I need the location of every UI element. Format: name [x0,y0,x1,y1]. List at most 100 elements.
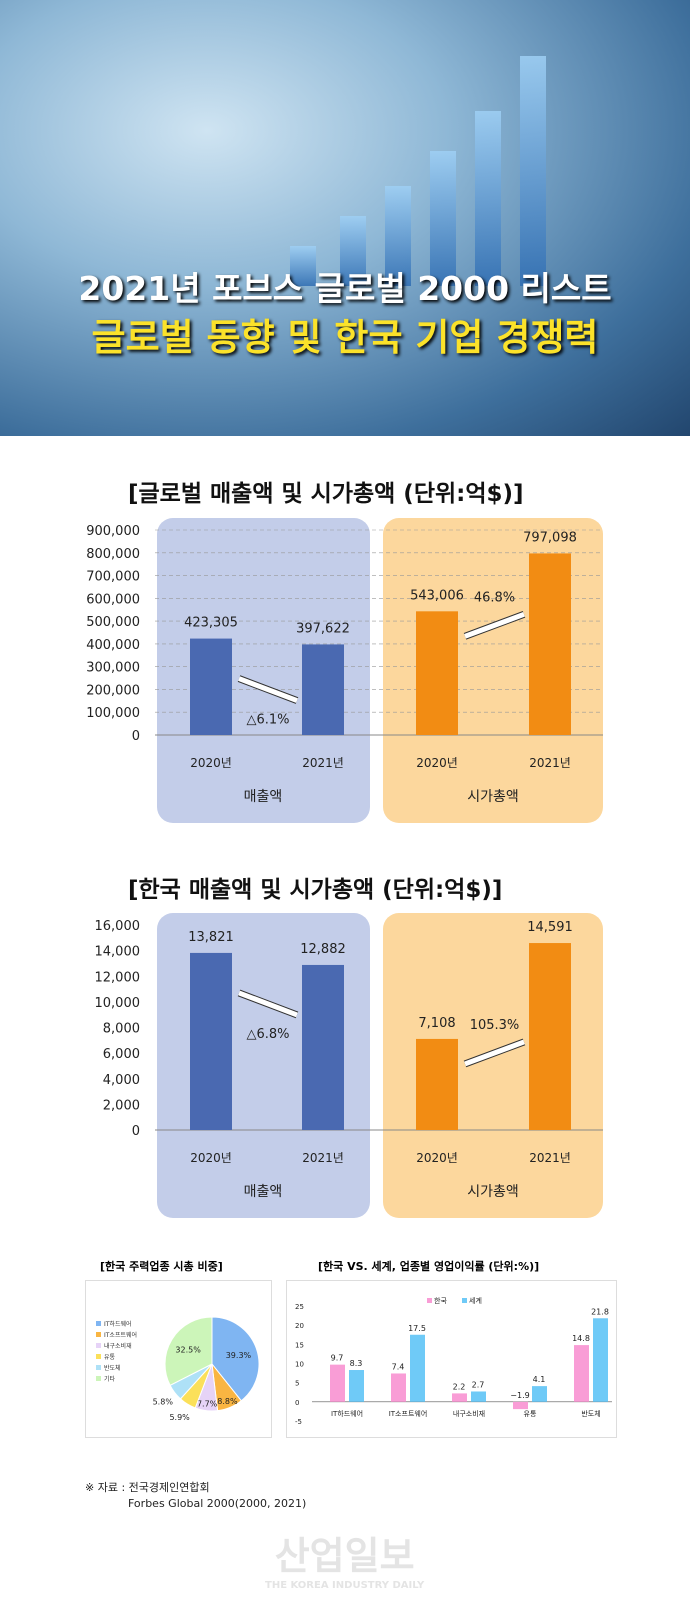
pie-value-label: 39.3% [226,1351,252,1360]
hero-subtitle: 글로벌 동향 및 한국 기업 경쟁력 [91,316,599,359]
x-tick-label: 2021년 [302,1151,344,1165]
legend-swatch [96,1365,101,1370]
y-tick-label: 0 [132,1124,140,1139]
y-tick-label: 15 [295,1341,304,1349]
bar-value-label: 14.8 [572,1334,590,1343]
y-tick-label: 8,000 [103,1022,140,1037]
legend-swatch [96,1376,101,1381]
bar [416,611,458,735]
bar-value-label: 397,622 [296,621,350,636]
bar-value-label: −1.9 [510,1391,529,1400]
x-tick-label: 내구소비재 [453,1409,485,1418]
group-label: 매출액 [244,789,283,805]
bar [452,1393,467,1402]
group-label: 매출액 [244,1184,283,1200]
group-label: 시가총액 [467,1184,519,1200]
legend-swatch [462,1298,467,1303]
source-line2: Forbes Global 2000(2000, 2021) [128,1497,307,1510]
y-tick-label: -5 [295,1418,302,1426]
pie-value-label: 32.5% [175,1345,201,1354]
source-note: ※ 자료 : 전국경제인연합회 Forbes Global 2000(2000,… [85,1480,306,1512]
hero-title: 2021년 포브스 글로벌 2000 리스트 [78,269,612,308]
change-arrow-fill [238,676,298,703]
watermark-sub: THE KOREA INDUSTRY DAILY [265,1580,425,1591]
bar [513,1401,528,1410]
y-tick-label: 800,000 [86,547,140,562]
bar [593,1318,608,1402]
y-tick-label: 6,000 [103,1047,140,1062]
chart1-title: [글로벌 매출액 및 시가총액 (단위:억$)] [128,481,524,507]
bar-value-label: 21.8 [591,1307,609,1316]
change-annotation: △6.8% [246,1027,289,1042]
legend-swatch [96,1354,101,1359]
bar-value-label: 8.3 [350,1359,363,1368]
bar [529,943,571,1130]
change-arrow-fill [464,1039,525,1067]
y-tick-label: 10,000 [95,996,141,1011]
bar [330,1364,345,1402]
x-tick-label: IT하드웨어 [331,1409,363,1418]
bar-value-label: 2.2 [453,1382,466,1391]
bar-value-label: 4.1 [533,1375,546,1384]
group-label: 시가총액 [467,789,519,805]
bar-value-label: 14,591 [527,920,573,935]
y-tick-label: 14,000 [95,945,141,960]
watermark-name: 산업일보 [274,1534,415,1578]
y-tick-label: 25 [295,1303,304,1311]
x-tick-label: 2021년 [529,1151,571,1165]
bar [349,1370,364,1402]
margin-box: 25 20 15 10 5 0 -5 한국 9.7 7.4 2.2 −1.9 14.8 세계 8.3 17.5… [286,1280,617,1438]
y-tick-label: 5 [295,1380,299,1388]
pie-title: [한국 주력업종 시총 비중] [100,1260,223,1273]
y-tick-label: 300,000 [86,661,140,676]
bar [416,1038,458,1130]
x-tick-label: 반도체 [581,1409,600,1418]
bar-value-label: 543,006 [410,588,464,603]
y-tick-label: 0 [295,1399,299,1407]
bar [529,553,571,735]
legend-label: 유통 [104,1354,116,1361]
y-tick-label: 200,000 [86,683,140,698]
y-tick-label: 400,000 [86,638,140,653]
legend-swatch [427,1298,432,1303]
legend-swatch [96,1321,101,1326]
bar [471,1391,486,1402]
panel-sales [157,518,370,823]
hero-banner: 2021년 포브스 글로벌 2000 리스트 글로벌 동향 및 한국 기업 경쟁… [0,0,690,436]
change-annotation: 105.3% [470,1018,520,1033]
global-chart: 0 100,000 200,000 300,000 400,000 500,000 600,… [86,518,603,823]
korea-chart: 0 2,000 4,000 6,000 8,000 10,000 12,000 14,000 1… [95,913,603,1218]
change-arrow-fill [464,611,525,639]
pie-box: 39.3% IT하드웨어 8.8% IT소프트웨어 7.7% 내구소비재 5.9% 유통 5.8… [85,1280,272,1438]
source-line1: ※ 자료 : 전국경제인연합회 [85,1481,210,1494]
y-tick-label: 600,000 [86,592,140,607]
bar [532,1386,547,1402]
y-tick-label: 4,000 [103,1073,140,1088]
bar [302,964,344,1130]
pie-value-label: 5.8% [153,1398,174,1407]
bar [391,1373,406,1402]
legend-swatch [96,1343,101,1348]
bar [410,1334,425,1402]
y-tick-label: 500,000 [86,615,140,630]
y-tick-label: 100,000 [86,706,140,721]
x-tick-label: IT소프트웨어 [389,1409,428,1418]
y-tick-label: 12,000 [95,970,141,985]
pie-chart: 39.3% IT하드웨어 8.8% IT소프트웨어 7.7% 내구소비재 5.9% 유통 5.8… [96,1316,260,1422]
bar-value-label: 2.7 [472,1380,485,1389]
y-tick-label: 900,000 [86,524,140,539]
x-tick-label: 2020년 [416,1151,458,1165]
y-tick-label: 2,000 [103,1098,140,1113]
pie-slice [211,1316,260,1402]
bar-value-label: 797,098 [523,530,577,545]
y-tick-label: 700,000 [86,570,140,585]
pie-value-label: 8.8% [217,1397,238,1406]
x-tick-label: 2021년 [302,756,344,770]
legend-swatch [96,1332,101,1337]
x-tick-label: 2020년 [416,756,458,770]
pie-slice [164,1316,213,1387]
y-tick-label: 16,000 [95,919,141,934]
bar [574,1345,589,1402]
pie-value-label: 5.9% [169,1413,190,1422]
x-tick-label: 2021년 [529,756,571,770]
